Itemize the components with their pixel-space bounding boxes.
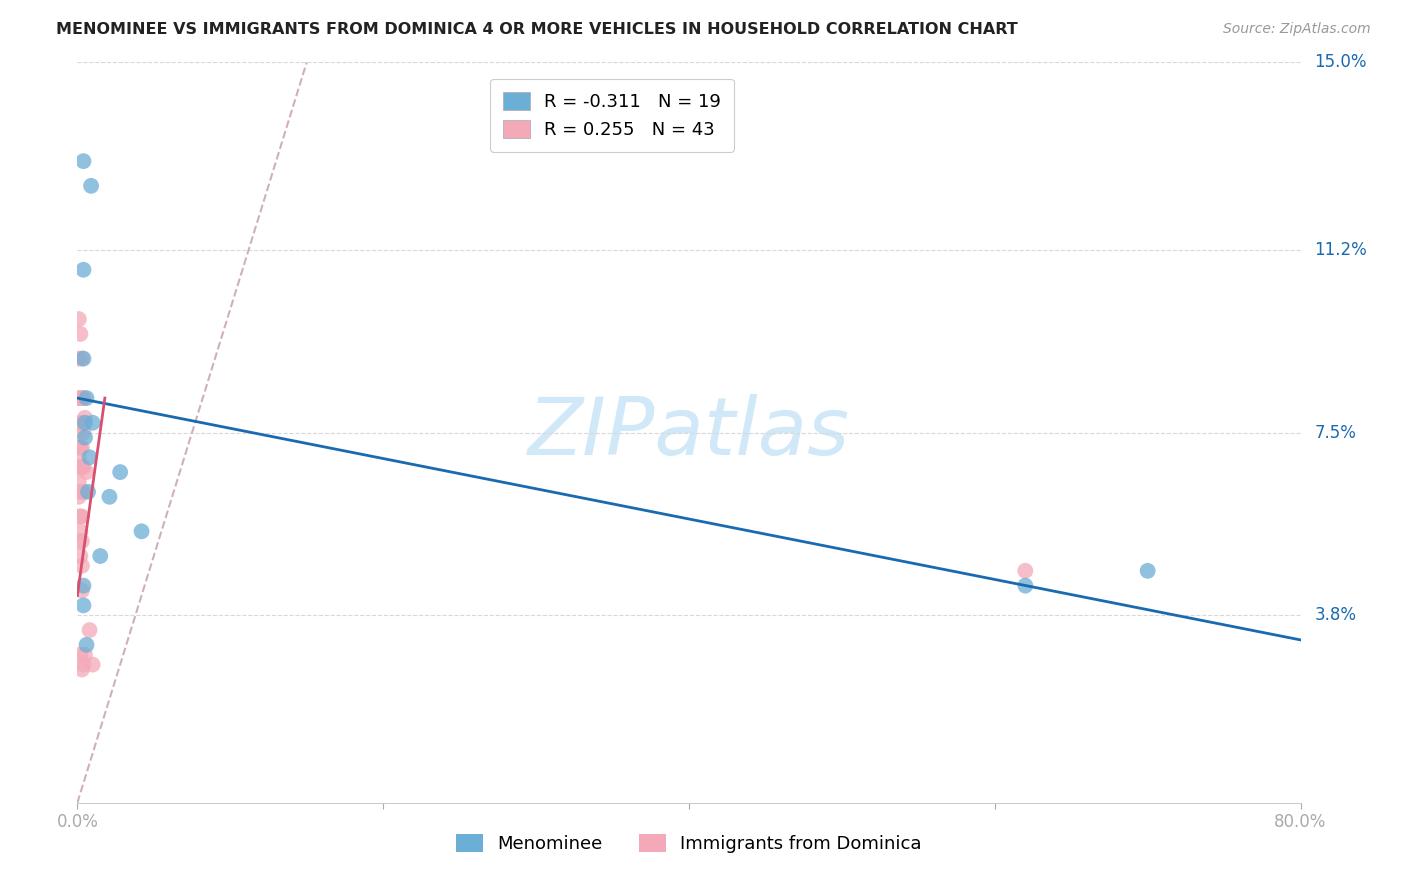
- Point: [76, 465, 98, 479]
- Point: [76, 391, 98, 405]
- Point: [73, 648, 96, 662]
- Point: [72, 351, 94, 366]
- Point: [73, 416, 96, 430]
- Point: [70, 583, 93, 598]
- Point: [67, 460, 90, 475]
- Point: [69, 460, 91, 475]
- Text: ZIPatlas: ZIPatlas: [527, 393, 851, 472]
- Point: [82, 657, 104, 672]
- Point: [69, 509, 91, 524]
- Point: [72, 460, 94, 475]
- Point: [72, 599, 94, 613]
- Point: [70, 558, 93, 573]
- Point: [73, 410, 96, 425]
- Point: [131, 524, 153, 539]
- Point: [70, 441, 93, 455]
- Point: [77, 484, 100, 499]
- Text: MENOMINEE VS IMMIGRANTS FROM DOMINICA 4 OR MORE VEHICLES IN HOUSEHOLD CORRELATIO: MENOMINEE VS IMMIGRANTS FROM DOMINICA 4 …: [56, 22, 1018, 37]
- Point: [69, 484, 91, 499]
- Point: [70, 391, 93, 405]
- Point: [72, 484, 94, 499]
- Point: [72, 262, 94, 277]
- Point: [108, 465, 131, 479]
- Point: [67, 509, 90, 524]
- Text: 7.5%: 7.5%: [1315, 424, 1357, 442]
- Point: [1136, 564, 1159, 578]
- Point: [67, 441, 90, 455]
- Text: 15.0%: 15.0%: [1315, 54, 1367, 71]
- Point: [72, 579, 94, 593]
- Point: [67, 534, 90, 549]
- Point: [79, 623, 101, 637]
- Point: [69, 326, 91, 341]
- Point: [69, 524, 91, 539]
- Point: [70, 509, 93, 524]
- Point: [67, 351, 90, 366]
- Point: [70, 534, 93, 549]
- Point: [69, 391, 91, 405]
- Point: [67, 312, 90, 326]
- Point: [72, 425, 94, 440]
- Point: [67, 490, 90, 504]
- Point: [67, 391, 90, 405]
- Text: 3.8%: 3.8%: [1315, 607, 1357, 624]
- Point: [67, 475, 90, 489]
- Point: [69, 416, 91, 430]
- Text: Source: ZipAtlas.com: Source: ZipAtlas.com: [1223, 22, 1371, 37]
- Point: [69, 441, 91, 455]
- Point: [69, 648, 91, 662]
- Point: [70, 663, 93, 677]
- Point: [70, 416, 93, 430]
- Legend: Menominee, Immigrants from Dominica: Menominee, Immigrants from Dominica: [449, 827, 929, 861]
- Point: [70, 351, 93, 366]
- Point: [67, 420, 90, 434]
- Point: [70, 460, 93, 475]
- Point: [89, 549, 111, 563]
- Point: [98, 490, 121, 504]
- Point: [76, 638, 98, 652]
- Point: [79, 450, 101, 465]
- Point: [73, 431, 96, 445]
- Point: [1014, 579, 1036, 593]
- Point: [82, 416, 104, 430]
- Point: [70, 484, 93, 499]
- Text: 11.2%: 11.2%: [1315, 241, 1367, 259]
- Point: [80, 178, 103, 193]
- Point: [72, 391, 94, 405]
- Point: [67, 450, 90, 465]
- Point: [72, 657, 94, 672]
- Point: [72, 154, 94, 169]
- Point: [69, 549, 91, 563]
- Point: [1014, 564, 1036, 578]
